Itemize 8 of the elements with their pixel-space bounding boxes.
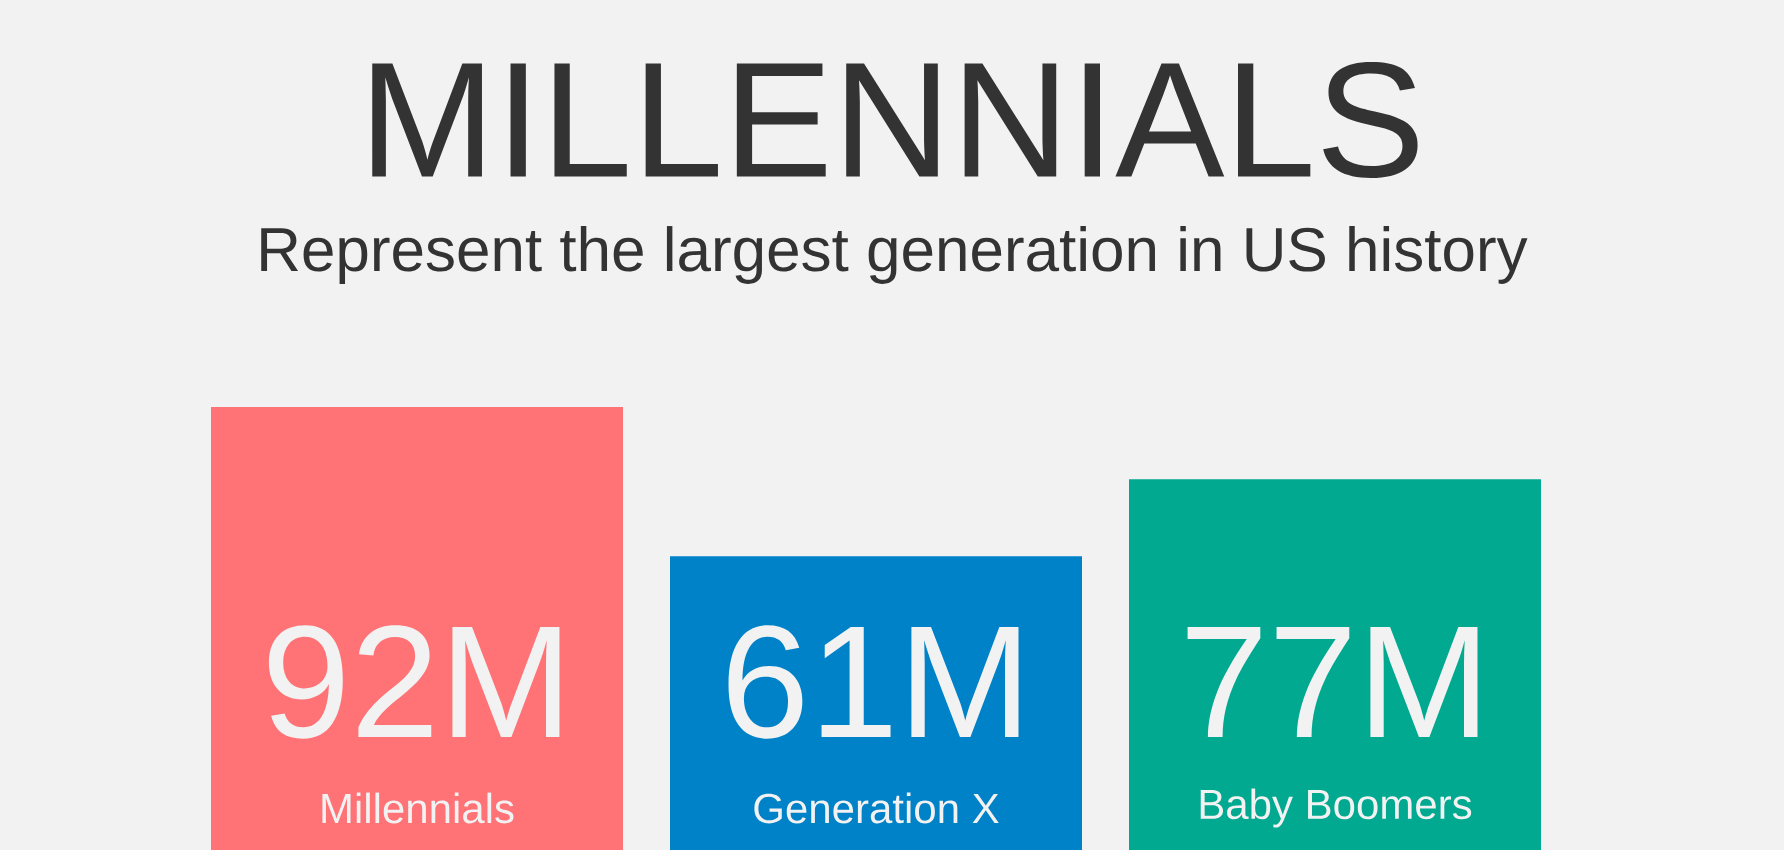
- data-label: 77M: [1187, 626, 1478, 738]
- x-tick-label: Millennials: [322, 792, 514, 824]
- x-tick-label: Generation X: [754, 792, 999, 824]
- data-label: 92M: [268, 625, 560, 739]
- x-tick-label: Baby Boomers: [1200, 788, 1472, 828]
- chart-subtitle: Represent the largest generation in US history: [261, 226, 1528, 284]
- data-label: 61M: [728, 625, 1019, 739]
- chart-title: MILLENNIALS: [372, 61, 1418, 179]
